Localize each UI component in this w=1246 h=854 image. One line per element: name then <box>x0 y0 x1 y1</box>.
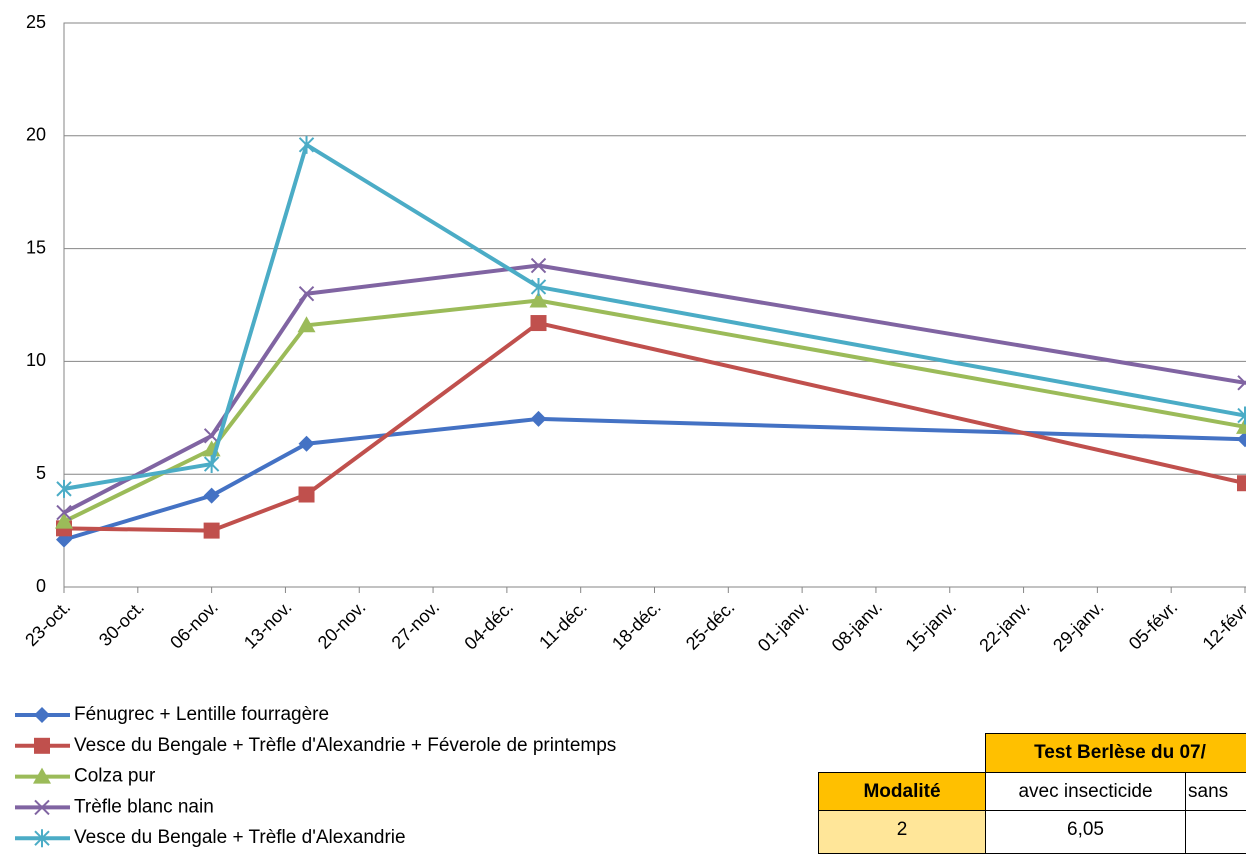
marker <box>1237 431 1246 448</box>
x-tick-label: 01-janv. <box>754 597 812 655</box>
table-cell: 6,05 <box>985 810 1186 854</box>
legend-label: Fénugrec + Lentille fourragère <box>74 704 329 725</box>
series-line <box>63 263 1246 515</box>
marker <box>34 799 50 816</box>
marker <box>34 829 50 848</box>
y-tick-label: 5 <box>36 463 46 483</box>
plot-area <box>63 22 1246 588</box>
marker <box>530 315 547 332</box>
x-tick-label: 05-févr. <box>1125 597 1182 654</box>
marker <box>56 504 72 521</box>
marker <box>203 428 220 444</box>
table-header: sans <box>1185 772 1246 811</box>
x-tick-label: 06-nov. <box>166 597 222 653</box>
series-line <box>63 416 1246 542</box>
marker <box>55 512 73 529</box>
legend-label: Vesce du Bengale + Trèfle d'Alexandrie <box>74 827 406 848</box>
x-tick-label: 08-janv. <box>828 597 886 655</box>
marker <box>34 707 50 723</box>
marker <box>529 291 548 308</box>
x-tick-label: 11-déc. <box>535 597 591 653</box>
x-tick-label: 25-déc. <box>682 597 739 654</box>
series <box>56 135 1246 498</box>
marker <box>1237 375 1246 391</box>
marker <box>530 257 547 274</box>
y-tick-label: 20 <box>26 125 46 145</box>
x-tick-label: 22-janv. <box>975 597 1033 655</box>
marker <box>34 737 50 754</box>
marker <box>1237 475 1246 492</box>
series-line <box>63 298 1246 524</box>
marker <box>297 316 316 333</box>
marker <box>298 286 315 302</box>
x-tick-label: 18-déc. <box>608 597 665 654</box>
series <box>56 257 1246 521</box>
x-tick-label: 15-janv. <box>901 597 959 655</box>
x-tick-label: 23-oct. <box>21 597 74 650</box>
legend-label: Vesce du Bengale + Trèfle d'Alexandrie +… <box>74 735 616 756</box>
marker <box>1236 417 1246 434</box>
marker <box>1237 406 1246 425</box>
marker <box>298 135 315 154</box>
marker <box>203 487 220 504</box>
x-tick-label: 27-nov. <box>388 597 444 653</box>
x-tick-label: 04-déc. <box>460 597 517 654</box>
x-tick-label: 29-janv. <box>1049 597 1107 655</box>
y-tick-label: 0 <box>36 576 46 596</box>
table-title: Test Berlèse du 07/ <box>985 733 1246 773</box>
y-tick-label: 15 <box>26 237 46 257</box>
legend-label: Colza pur <box>74 766 156 787</box>
marker <box>298 435 315 452</box>
marker <box>298 486 315 503</box>
table-cell: 2 <box>818 810 986 854</box>
x-tick-label: 30-oct. <box>95 597 148 650</box>
y-tick-label: 25 <box>26 12 46 32</box>
series <box>56 315 1246 539</box>
marker <box>33 767 51 784</box>
series <box>56 410 1246 548</box>
marker <box>203 522 220 539</box>
marker <box>530 410 547 427</box>
x-tick-label: 13-nov. <box>240 597 296 653</box>
marker <box>530 277 547 296</box>
marker <box>56 479 72 498</box>
legend-label: Trèfle blanc nain <box>74 796 214 817</box>
x-tick-label: 12-févr. <box>1199 597 1246 654</box>
table-header: avec insecticide <box>985 772 1186 811</box>
x-tick-label: 20-nov. <box>314 597 370 653</box>
y-tick-label: 10 <box>26 350 46 370</box>
table-header: Modalité <box>818 772 986 811</box>
marker <box>203 455 220 474</box>
table-cell <box>1185 810 1246 854</box>
series <box>55 291 1246 529</box>
series-line <box>63 142 1246 491</box>
